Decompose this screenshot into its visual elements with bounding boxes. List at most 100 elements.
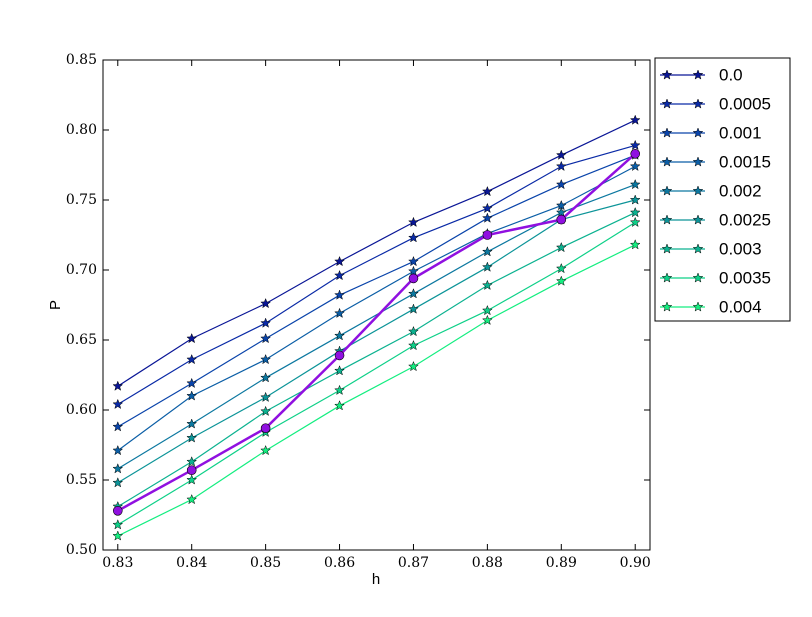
legend-marker: [692, 301, 704, 312]
line: [117, 244, 636, 537]
point: [186, 474, 198, 485]
point: [555, 275, 567, 286]
point: [334, 400, 345, 411]
point: [629, 206, 641, 218]
point: [481, 314, 493, 326]
point: [334, 289, 345, 300]
point: [112, 463, 124, 474]
point: [629, 194, 641, 205]
legend-marker: [692, 185, 704, 196]
point: [334, 350, 345, 361]
legend-marker: [692, 98, 704, 109]
point: [334, 307, 345, 319]
point: [260, 391, 272, 403]
line: [117, 165, 636, 452]
legend-marker: [661, 156, 673, 167]
point: [112, 380, 124, 391]
x-tick-label: 0.83: [102, 555, 133, 571]
line: [117, 119, 636, 387]
point: [555, 149, 567, 160]
point: [629, 114, 641, 125]
point: [555, 241, 567, 253]
point: [555, 262, 567, 274]
point: [186, 432, 198, 443]
point: [408, 265, 419, 277]
legend-label: 0.002: [719, 181, 762, 200]
point: [334, 330, 345, 341]
point: [186, 390, 198, 401]
series: [112, 178, 641, 474]
legend-marker: [692, 69, 704, 80]
y-tick-label: 0.65: [66, 332, 97, 348]
line: [117, 144, 636, 405]
point: [334, 384, 345, 396]
y-tick-label: 0.60: [66, 402, 97, 418]
legend-marker: [661, 272, 673, 283]
point: [334, 255, 345, 267]
point: [408, 255, 419, 267]
legend-marker: [661, 98, 673, 109]
y-tick-label: 0.70: [66, 262, 97, 278]
point: [408, 360, 419, 372]
point: [481, 202, 493, 214]
point: [260, 353, 272, 365]
point: [481, 246, 493, 257]
point: [260, 297, 272, 309]
point: [481, 279, 493, 291]
point: [408, 273, 419, 284]
point: [408, 325, 419, 337]
point: [112, 505, 123, 516]
point: [260, 332, 272, 344]
point: [629, 178, 641, 190]
x-tick-label: 0.90: [620, 555, 651, 571]
point: [260, 317, 272, 328]
point: [629, 216, 641, 228]
series: [112, 114, 641, 391]
point: [260, 444, 272, 456]
legend-marker: [692, 156, 704, 167]
y-tick-label: 0.75: [66, 192, 97, 208]
point: [186, 456, 198, 467]
y-tick-label: 0.55: [66, 472, 97, 488]
legend-label: 0.0025: [719, 210, 771, 229]
point: [334, 269, 345, 281]
legend-marker: [661, 185, 673, 196]
point: [112, 477, 124, 488]
point: [408, 216, 419, 228]
point: [408, 339, 419, 351]
legend-label: 0.0035: [719, 268, 771, 287]
series: [112, 239, 641, 541]
point: [334, 365, 345, 376]
point: [481, 212, 493, 223]
legend-box: [654, 57, 791, 322]
legend-label: 0.004: [719, 297, 762, 316]
legend-label: 0.0005: [719, 94, 771, 113]
series: [112, 216, 641, 530]
x-tick-label: 0.85: [250, 555, 281, 571]
plot-frame: [102, 59, 651, 551]
x-tick-label: 0.87: [398, 555, 429, 571]
point: [629, 160, 641, 172]
point: [629, 239, 641, 250]
point: [408, 232, 419, 243]
point: [112, 519, 124, 530]
point: [408, 288, 419, 299]
legend-marker: [661, 214, 673, 225]
legend-marker: [692, 127, 704, 138]
point: [556, 214, 567, 225]
legend-label: 0.001: [719, 123, 762, 142]
point: [112, 444, 124, 456]
point: [112, 421, 124, 432]
series: [112, 149, 641, 516]
point: [186, 418, 198, 429]
legend-marker: [692, 214, 704, 225]
point: [186, 353, 198, 365]
point: [629, 139, 641, 151]
point: [260, 405, 272, 417]
legend-marker: [661, 301, 673, 312]
x-axis-label: h: [372, 571, 380, 588]
legend-marker: [692, 243, 704, 254]
legend-marker: [661, 243, 673, 254]
legend-label: 0.003: [719, 239, 762, 258]
point: [408, 303, 419, 314]
